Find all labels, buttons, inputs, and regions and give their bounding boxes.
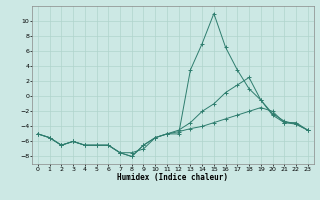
X-axis label: Humidex (Indice chaleur): Humidex (Indice chaleur) [117,173,228,182]
